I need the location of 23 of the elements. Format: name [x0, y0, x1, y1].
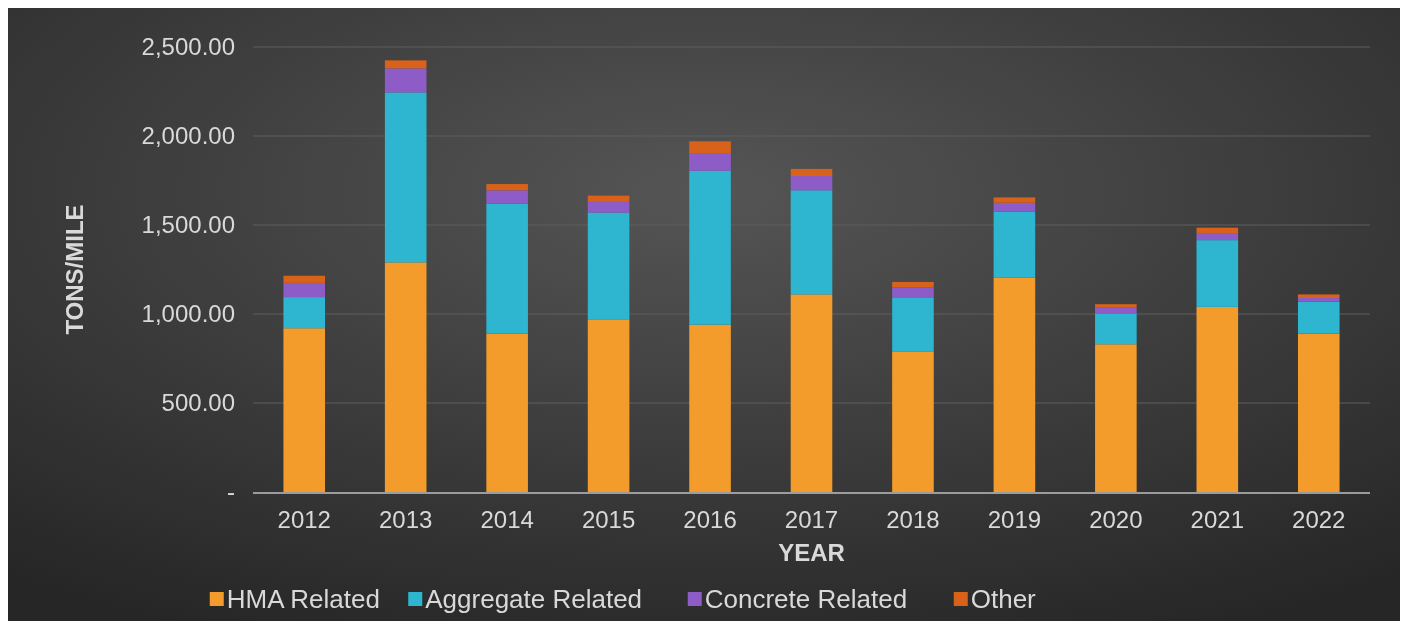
- x-tick-label: 2019: [987, 506, 1042, 533]
- y-tick-label: 1,500.00: [141, 211, 235, 239]
- x-tick-label: 2017: [784, 506, 839, 533]
- legend-label: Other: [970, 584, 1037, 615]
- y-tick-label: 2,000.00: [141, 122, 235, 150]
- y-tick-label: 2,500.00: [141, 33, 235, 61]
- x-axis-title: YEAR: [778, 539, 845, 566]
- x-tick-label: 2022: [1292, 506, 1346, 533]
- x-tick-label: 2020: [1089, 506, 1143, 533]
- x-tick-label: 2012: [277, 506, 331, 533]
- y-tick-label: 500.00: [161, 389, 235, 417]
- x-tick-label: 2014: [480, 506, 534, 533]
- y-axis-title: TONS/MILE: [61, 204, 88, 335]
- x-tick-label: 2013: [378, 506, 433, 533]
- x-tick-label: 2018: [886, 506, 940, 533]
- y-tick-label: 1,000.00: [141, 300, 235, 328]
- legend-label: Concrete Related: [704, 584, 908, 615]
- y-tick-label: -: [227, 478, 235, 506]
- legend-label: Aggregate Related: [425, 584, 643, 615]
- legend-label: HMA Related: [226, 584, 380, 615]
- x-tick-label: 2016: [683, 506, 737, 533]
- x-tick-label: 2015: [581, 506, 636, 533]
- x-tick-label: 2021: [1190, 506, 1245, 533]
